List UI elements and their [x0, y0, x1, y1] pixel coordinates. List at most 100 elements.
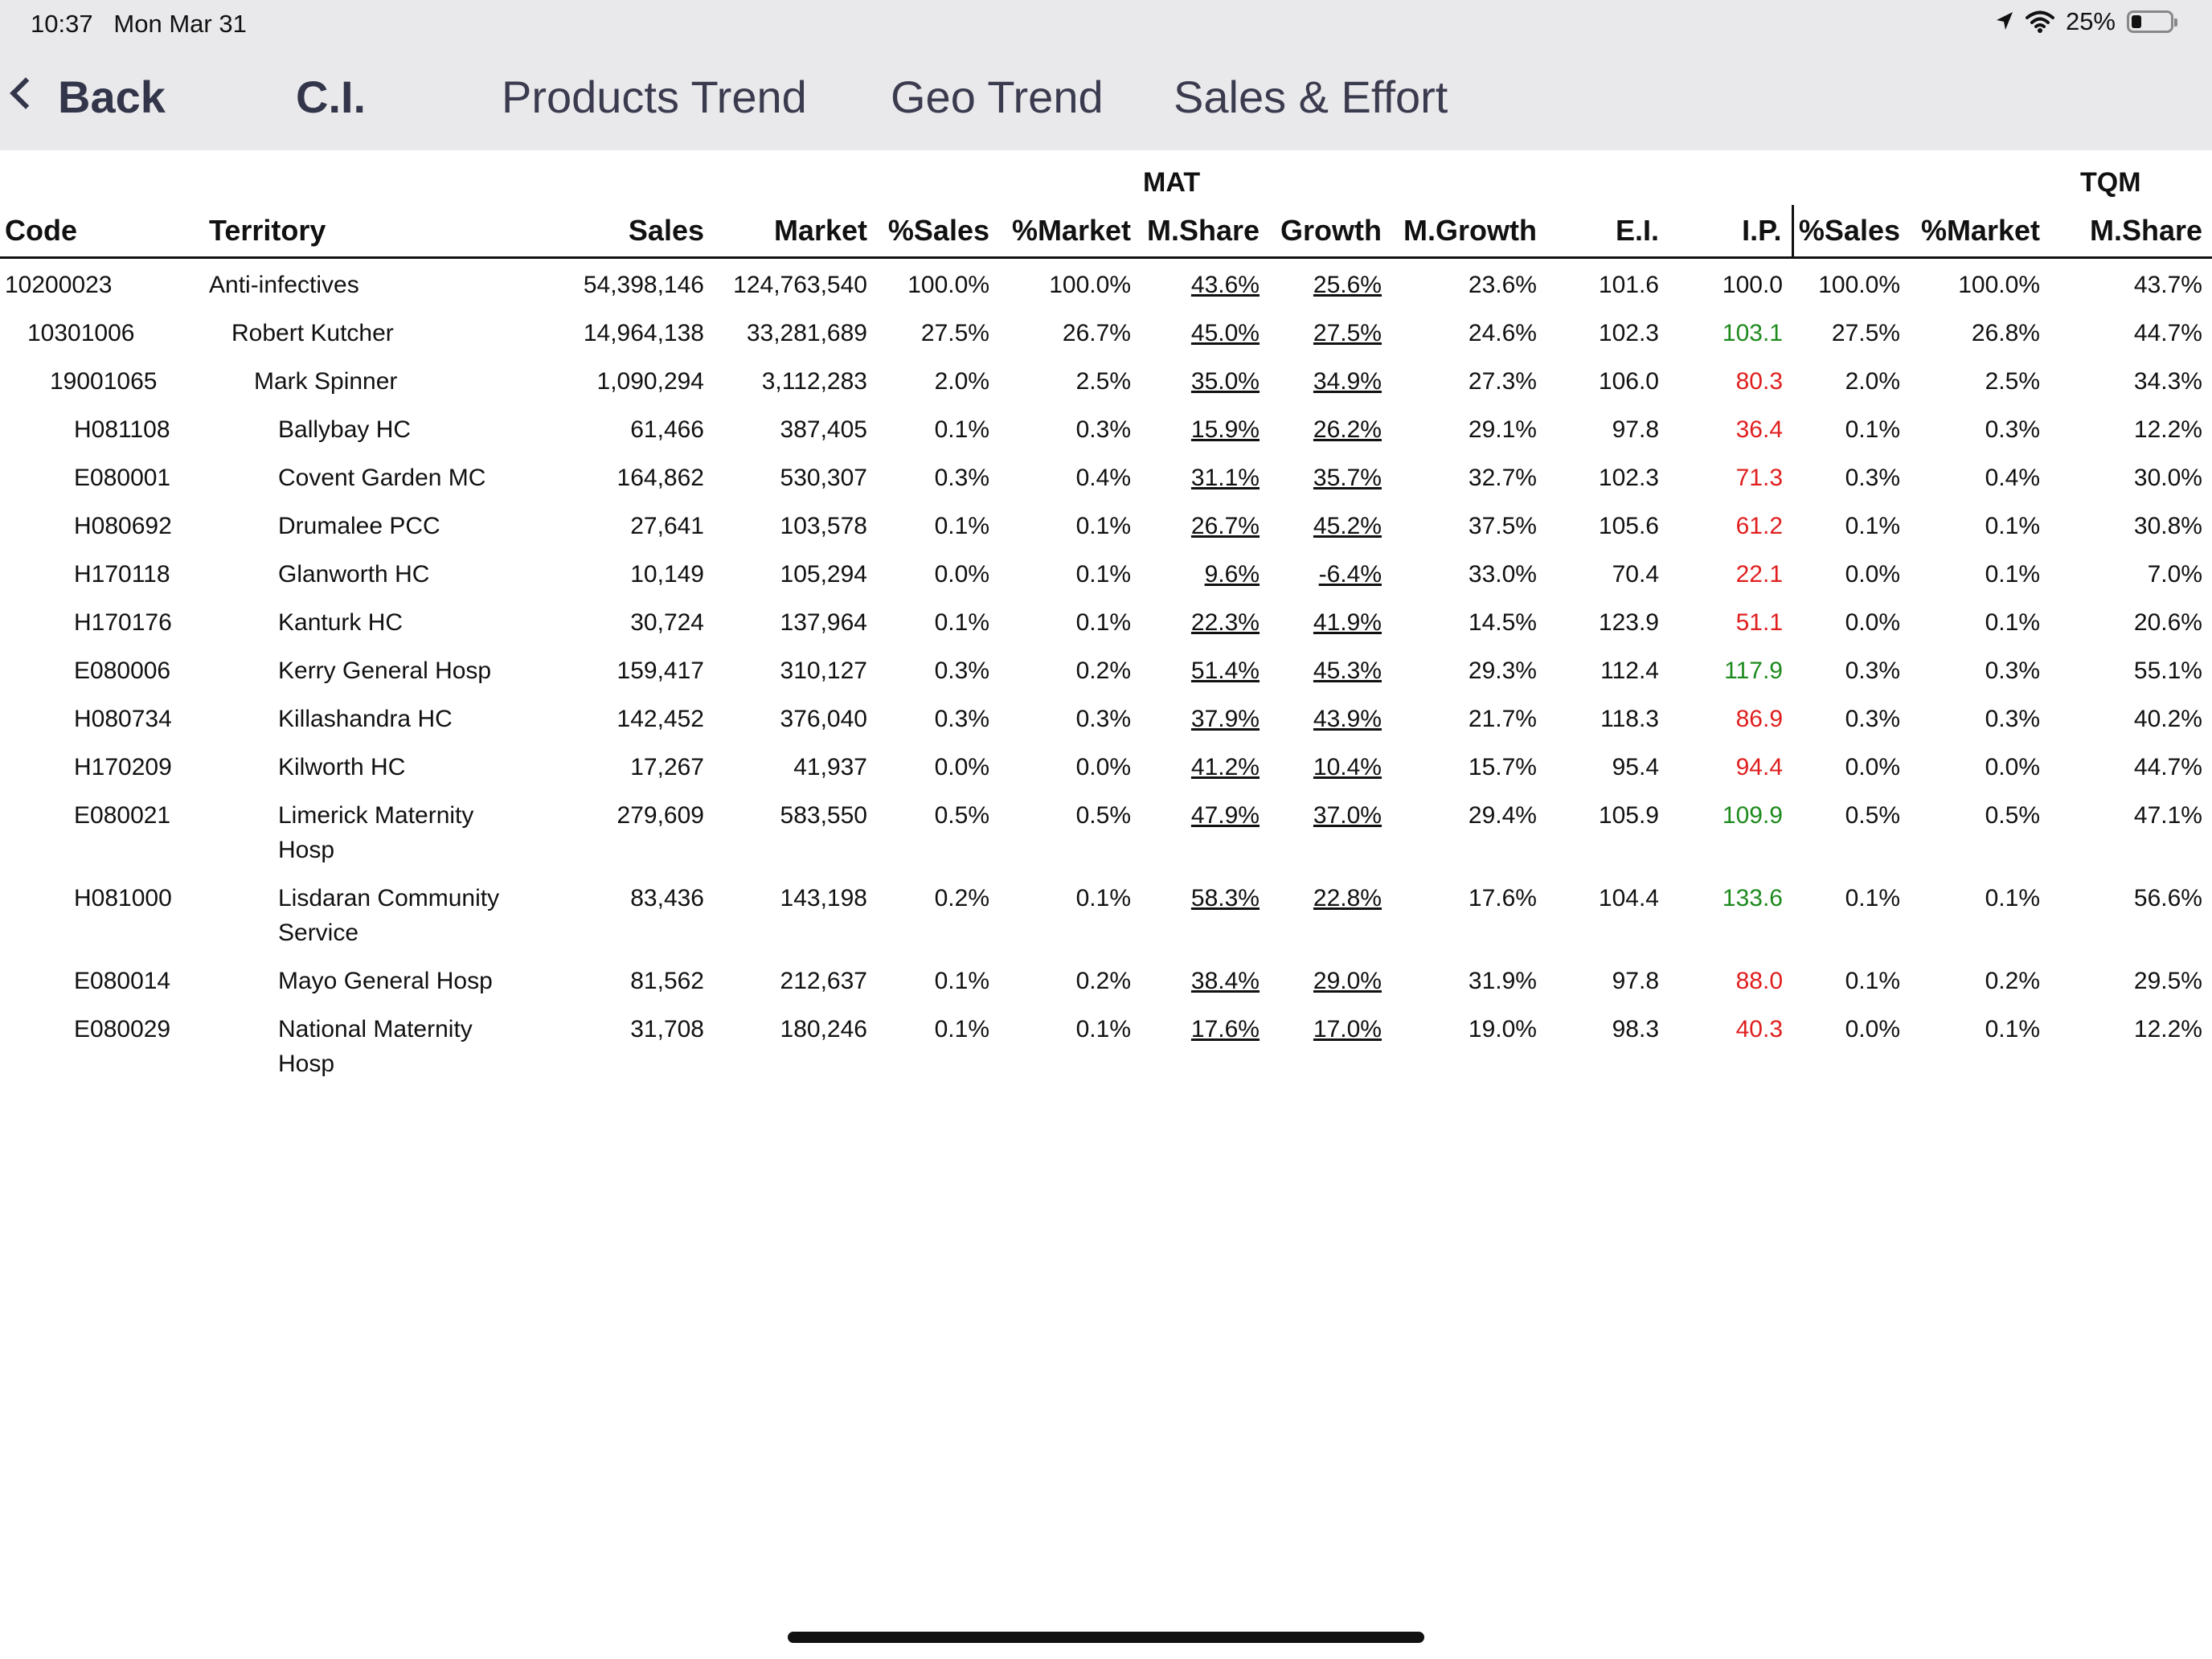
cell-mshare-text[interactable]: 43.6%	[1190, 272, 1260, 298]
cell-market: 103,578	[714, 502, 877, 551]
cell-pct-market-text: 26.7%	[1062, 320, 1131, 346]
cell-ei-text: 104.4	[1598, 885, 1659, 911]
cell-market-text: 103,578	[780, 513, 867, 539]
cell-mshare-text[interactable]: 31.1%	[1190, 465, 1260, 491]
col-header-pct-sales[interactable]: %Sales	[877, 205, 999, 259]
col-header-territory[interactable]: Territory	[204, 205, 545, 259]
cell-mshare-text[interactable]: 15.9%	[1190, 416, 1260, 443]
cell-tqm-mshare-text: 7.0%	[2147, 561, 2202, 588]
cell-pct-sales-text: 0.1%	[934, 513, 989, 539]
cell-tqm-mshare: 44.7%	[2050, 743, 2212, 792]
cell-growth-text[interactable]: 10.4%	[1313, 754, 1382, 780]
col-header-ip[interactable]: I.P.	[1669, 205, 1794, 259]
cell-mgrowth: 29.4%	[1391, 792, 1546, 875]
status-date: Mon Mar 31	[113, 10, 247, 38]
cell-mshare-text[interactable]: 22.3%	[1190, 609, 1260, 636]
cell-mshare-text[interactable]: 38.4%	[1190, 968, 1260, 994]
cell-market-text: 124,763,540	[733, 272, 867, 298]
cell-growth-text[interactable]: 34.9%	[1313, 368, 1382, 395]
tab-sales-effort[interactable]: Sales & Effort	[1174, 72, 1448, 122]
tab-products-trend[interactable]: Products Trend	[502, 72, 807, 122]
cell-growth-text[interactable]: 45.2%	[1313, 513, 1382, 539]
table-row[interactable]: 10200023 Anti-infectives 54,398,146 124,763…	[0, 258, 2212, 310]
cell-ip: 133.6	[1669, 875, 1792, 957]
table-row[interactable]: H080734 Killashandra HC 142,452 376,040 0.3%…	[0, 695, 2212, 743]
table-row[interactable]: E080006 Kerry General Hosp 159,417 310,127 0…	[0, 647, 2212, 695]
cell-tqm-pct-sales: 2.0%	[1792, 358, 1910, 406]
table-row[interactable]: H080692 Drumalee PCC 27,641 103,578 0.1% 0.1%…	[0, 502, 2212, 551]
cell-territory-text: Robert Kutcher	[231, 320, 394, 346]
col-header-tqm-mshare[interactable]: M.Share	[2050, 205, 2212, 259]
col-header-sales[interactable]: Sales	[545, 205, 714, 259]
cell-growth-text[interactable]: 17.0%	[1313, 1016, 1382, 1043]
cell-mshare-text[interactable]: 37.9%	[1190, 706, 1260, 732]
cell-growth-text[interactable]: 25.6%	[1313, 272, 1382, 298]
cell-mshare-text[interactable]: 41.2%	[1190, 754, 1260, 780]
col-header-pct-market[interactable]: %Market	[999, 205, 1141, 259]
cell-sales: 164,862	[545, 454, 714, 502]
cell-growth-text[interactable]: -6.4%	[1318, 561, 1382, 588]
col-header-market[interactable]: Market	[714, 205, 877, 259]
cell-mshare-text[interactable]: 26.7%	[1190, 513, 1260, 539]
cell-ei: 105.6	[1546, 502, 1669, 551]
cell-growth-text[interactable]: 45.3%	[1313, 657, 1382, 684]
cell-mgrowth: 37.5%	[1391, 502, 1546, 551]
tab-geo-trend[interactable]: Geo Trend	[891, 72, 1104, 122]
table-row[interactable]: E080029 National Maternity Hosp 31,708 180,…	[0, 1006, 2212, 1088]
tab-ci[interactable]: C.I.	[296, 72, 367, 122]
cell-mshare: 45.0%	[1141, 309, 1269, 358]
cell-ei: 101.6	[1546, 258, 1669, 310]
cell-market: 376,040	[714, 695, 877, 743]
cell-growth: 37.0%	[1269, 792, 1391, 875]
table-row[interactable]: E080001 Covent Garden MC 164,862 530,307 0.3…	[0, 454, 2212, 502]
cell-territory: Mark Spinner	[204, 358, 545, 406]
col-header-tqm-pct-market[interactable]: %Market	[1910, 205, 2050, 259]
cell-mgrowth: 33.0%	[1391, 551, 1546, 599]
cell-growth-text[interactable]: 43.9%	[1313, 706, 1382, 732]
table-row[interactable]: H170118 Glanworth HC 10,149 105,294 0.0% 0.1%…	[0, 551, 2212, 599]
cell-mshare-text[interactable]: 51.4%	[1190, 657, 1260, 684]
table-row[interactable]: H170176 Kanturk HC 30,724 137,964 0.1% 0.1% 22…	[0, 599, 2212, 647]
cell-code: E080021	[0, 792, 204, 875]
cell-mgrowth: 23.6%	[1391, 258, 1546, 310]
cell-mshare-text[interactable]: 45.0%	[1190, 320, 1260, 346]
cell-mshare-text[interactable]: 17.6%	[1190, 1016, 1260, 1043]
cell-pct-sales-text: 0.1%	[934, 609, 989, 636]
col-header-growth[interactable]: Growth	[1269, 205, 1391, 259]
data-table: Code Territory Sales Market %Sales %Mark…	[0, 205, 2212, 1088]
cell-mshare-text[interactable]: 35.0%	[1190, 368, 1260, 395]
col-header-mgrowth[interactable]: M.Growth	[1391, 205, 1546, 259]
cell-market: 105,294	[714, 551, 877, 599]
table-row[interactable]: 10301006 Robert Kutcher 14,964,138 33,281,6…	[0, 309, 2212, 358]
cell-tqm-mshare-text: 40.2%	[2133, 706, 2202, 732]
cell-tqm-mshare: 20.6%	[2050, 599, 2212, 647]
cell-mshare-text[interactable]: 9.6%	[1204, 561, 1260, 588]
col-header-mshare[interactable]: M.Share	[1141, 205, 1269, 259]
col-header-ei[interactable]: E.I.	[1546, 205, 1669, 259]
table-row[interactable]: H081108 Ballybay HC 61,466 387,405 0.1% 0.3% 1…	[0, 406, 2212, 454]
table-row[interactable]: E080014 Mayo General Hosp 81,562 212,637 0.1…	[0, 957, 2212, 1006]
cell-mshare-text[interactable]: 58.3%	[1190, 885, 1260, 911]
table-row[interactable]: H081000 Lisdaran Community Service 83,436 1…	[0, 875, 2212, 957]
table-row[interactable]: H170209 Kilworth HC 17,267 41,937 0.0% 0.0% 41…	[0, 743, 2212, 792]
cell-tqm-pct-sales: 0.3%	[1792, 647, 1910, 695]
cell-growth-text[interactable]: 41.9%	[1313, 609, 1382, 636]
table-row[interactable]: 19001065 Mark Spinner 1,090,294 3,112,283 2.…	[0, 358, 2212, 406]
cell-growth-text[interactable]: 29.0%	[1313, 968, 1382, 994]
cell-growth-text[interactable]: 22.8%	[1313, 885, 1382, 911]
col-header-tqm-pct-sales[interactable]: %Sales	[1792, 205, 1910, 259]
cell-growth-text[interactable]: 26.2%	[1313, 416, 1382, 443]
home-indicator[interactable]	[788, 1632, 1424, 1643]
cell-growth-text[interactable]: 35.7%	[1313, 465, 1382, 491]
cell-code: H170118	[0, 551, 204, 599]
col-header-code[interactable]: Code	[0, 205, 204, 259]
table-row[interactable]: E080021 Limerick Maternity Hosp 279,609 583…	[0, 792, 2212, 875]
cell-mgrowth-text: 37.5%	[1468, 513, 1537, 539]
cell-growth-text[interactable]: 37.0%	[1313, 802, 1382, 829]
cell-mshare-text[interactable]: 47.9%	[1190, 802, 1260, 829]
cell-pct-market-text: 2.5%	[1075, 368, 1131, 395]
cell-tqm-mshare-text: 55.1%	[2133, 657, 2202, 684]
cell-territory-text: Covent Garden MC	[278, 465, 486, 491]
back-button[interactable]: Back	[0, 66, 169, 130]
cell-growth-text[interactable]: 27.5%	[1313, 320, 1382, 346]
